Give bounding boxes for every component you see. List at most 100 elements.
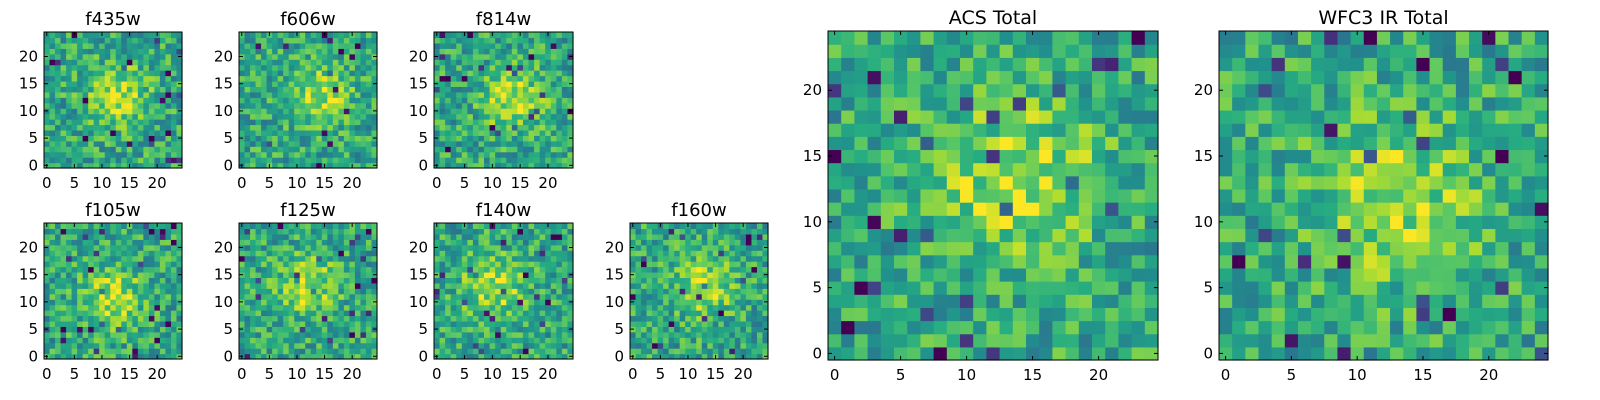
heatmap-cell [148, 97, 155, 104]
heatmap-cell [467, 277, 474, 284]
heatmap-cell [696, 353, 703, 360]
heatmap-cell [439, 348, 446, 355]
heatmap-cell [261, 277, 268, 284]
x-tick-label: 10 [92, 174, 111, 192]
heatmap-cell [82, 124, 89, 131]
heatmap-cell [110, 293, 117, 300]
heatmap-cell [751, 244, 758, 251]
heatmap-cell [484, 70, 491, 77]
heatmap-cell [489, 70, 496, 77]
heatmap-cell [349, 64, 356, 71]
heatmap-cell [696, 304, 703, 311]
heatmap-cell [556, 348, 563, 355]
heatmap-cell [277, 326, 284, 333]
heatmap-cell [93, 299, 100, 306]
heatmap-cell [266, 250, 273, 257]
heatmap-cell [489, 288, 496, 295]
heatmap-cell [1026, 202, 1040, 216]
heatmap-cell [255, 162, 262, 169]
heatmap-cell [170, 261, 178, 268]
heatmap-cell [434, 113, 441, 120]
heatmap-cell [93, 162, 100, 169]
heatmap-cell [121, 337, 128, 344]
heatmap-cell [82, 135, 89, 142]
heatmap-cell [1039, 215, 1053, 229]
heatmap-cell [316, 320, 323, 327]
heatmap-cell [110, 48, 117, 55]
heatmap-cell [545, 315, 552, 322]
heatmap-cell [506, 337, 513, 344]
heatmap-cell [467, 42, 474, 49]
heatmap-cell [1012, 215, 1027, 229]
heatmap-cell [1078, 188, 1093, 203]
heatmap-cell [652, 244, 659, 251]
heatmap-cell [718, 233, 725, 240]
heatmap-cell [88, 124, 95, 131]
heatmap-cell [288, 80, 295, 87]
heatmap-cell [126, 80, 133, 87]
heatmap-cell [434, 315, 441, 322]
heatmap-cell [841, 346, 855, 361]
heatmap-cell [495, 48, 502, 55]
heatmap-cell [104, 337, 111, 344]
heatmap-cell [71, 342, 78, 349]
heatmap-cell [690, 299, 697, 306]
heatmap-cell [696, 342, 703, 349]
heatmap-cell [545, 157, 552, 164]
heatmap-cell [71, 135, 78, 142]
heatmap-cell [99, 124, 106, 131]
heatmap-cell [635, 299, 642, 306]
heatmap-cell [137, 129, 144, 136]
heatmap-cell [165, 342, 172, 349]
heatmap-cell [332, 239, 339, 246]
heatmap-cell [1078, 162, 1093, 177]
heatmap-cell [365, 228, 373, 235]
heatmap-cell [104, 348, 111, 355]
heatmap-cell [305, 157, 312, 164]
heatmap-cell [272, 228, 279, 235]
heatmap-cell [450, 129, 457, 136]
axes-frame [238, 222, 378, 360]
heatmap-cell [49, 310, 56, 317]
heatmap-cell [718, 331, 725, 338]
heatmap-cell [461, 304, 468, 311]
heatmap-cell [371, 337, 378, 344]
heatmap-cell [365, 129, 373, 136]
heatmap-cell [277, 108, 284, 115]
heatmap-cell [657, 310, 664, 317]
heatmap-cell [506, 293, 513, 300]
heatmap-cell [1026, 162, 1040, 177]
heatmap-cell [250, 151, 257, 158]
heatmap-cell [439, 293, 446, 300]
heatmap-cell [751, 261, 758, 268]
heatmap-cell [82, 250, 89, 257]
x-tick-label: 15 [706, 365, 725, 383]
heatmap-cell [82, 37, 89, 44]
heatmap-cell [668, 320, 675, 327]
heatmap-cell [77, 80, 84, 87]
heatmap-cell [71, 271, 78, 278]
heatmap-cell [294, 151, 301, 158]
heatmap-cell [255, 146, 262, 153]
heatmap-cells [44, 223, 183, 360]
heatmap-cell [99, 277, 106, 284]
heatmap-cell [143, 157, 150, 164]
heatmap-cell [707, 282, 714, 289]
heatmap-cell [77, 271, 84, 278]
heatmap-cell [534, 261, 541, 268]
heatmap-cell [445, 277, 452, 284]
heatmap-cell [277, 233, 284, 240]
heatmap-cell [88, 223, 95, 230]
heatmap-cell [354, 91, 362, 98]
heatmap-cell [894, 254, 908, 269]
heatmap-cell [132, 97, 139, 104]
heatmap-cell [82, 91, 89, 98]
heatmap-cell [701, 244, 708, 251]
heatmap-cell [734, 353, 741, 360]
heatmap-cell [266, 288, 273, 295]
heatmap-cell [244, 228, 251, 235]
heatmap-cell [266, 80, 273, 87]
heatmap-cell [77, 342, 84, 349]
heatmap-cell [154, 113, 161, 120]
heatmap-cell [528, 250, 535, 257]
